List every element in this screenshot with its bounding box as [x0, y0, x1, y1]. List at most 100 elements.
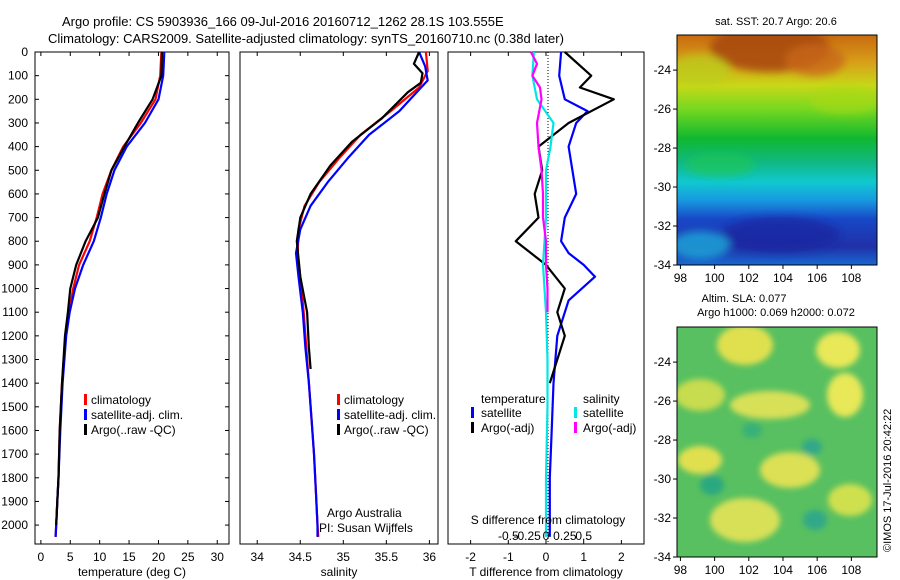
legend-label-sal-satellite: satellite	[583, 406, 624, 420]
depth-tick-label: 600	[8, 187, 28, 201]
series-line-temperature-satellite	[548, 51, 597, 537]
legend-swatch-climatology	[84, 394, 87, 405]
legend-label-satellite: satellite-adj. clim.	[91, 408, 183, 422]
legend-label-climatology: climatology	[344, 393, 404, 407]
map-y-tick-label: -30	[654, 180, 672, 194]
x-tick-label: 34	[251, 550, 265, 564]
legend-label-argo: Argo(..raw -QC)	[91, 423, 176, 437]
top-tick-label: 0.25	[553, 529, 577, 543]
series-line-salinity-satellite	[531, 51, 555, 537]
depth-tick-label: 800	[8, 234, 28, 248]
sst-field	[677, 35, 877, 265]
map-x-tick-label: 104	[773, 563, 793, 577]
map-x-tick-label: 106	[807, 271, 827, 285]
depth-tick-label: 2000	[1, 518, 28, 532]
top-tick-label: 0	[543, 529, 550, 543]
depth-tick-label: 700	[8, 211, 28, 225]
map-y-tick-label: -34	[654, 258, 672, 272]
depth-tick-label: 400	[8, 140, 28, 154]
salinity-lines	[294, 51, 429, 537]
x-tick-label: 25	[181, 550, 195, 564]
legend-swatch-temp-satellite	[471, 407, 474, 418]
salinity-x-axis: 34 34.5 35 35.5 36	[251, 52, 437, 564]
x-tick-label: 0	[38, 550, 45, 564]
top-tick-label: -0.25	[513, 529, 541, 543]
legend-label-satellite: satellite-adj. clim.	[344, 408, 436, 422]
depth-tick-label: 300	[8, 116, 28, 130]
header-line2: Climatology: CARS2009. Satellite-adjuste…	[48, 31, 564, 46]
x-tick-label: 36	[423, 550, 437, 564]
x-tick-label: 1	[580, 550, 587, 564]
sla-map-axes: 98 100 102 104 106 108 -24 -26 -28 -30 -32 -34	[654, 355, 862, 577]
temperature-legend: climatology satellite-adj. clim. Argo(..…	[84, 393, 183, 437]
x-tick-label: 20	[152, 550, 166, 564]
difference-xlabel: T difference from climatology	[469, 565, 623, 579]
map-y-tick-label: -24	[654, 63, 672, 77]
depth-tick-label: 200	[8, 92, 28, 106]
depth-tick-label: 0	[21, 45, 28, 59]
map-y-tick-label: -34	[654, 550, 672, 564]
sla-map: Altim. SLA: 0.077 Argo h1000: 0.069 h200…	[654, 293, 878, 577]
depth-tick-label: 1600	[1, 423, 28, 437]
map-y-tick-label: -26	[654, 102, 672, 116]
difference-top-label: S difference from climatology	[471, 513, 626, 527]
sla-field	[677, 327, 877, 557]
x-tick-label: 5	[67, 550, 74, 564]
sst-map-frame	[676, 34, 878, 266]
salinity-legend: climatology satellite-adj. clim. Argo(..…	[337, 393, 436, 437]
difference-x-axis: -2 -1 0 1 2	[465, 52, 625, 564]
legend-label-argo: Argo(..raw -QC)	[344, 423, 429, 437]
top-tick-label: -0.5	[498, 529, 519, 543]
top-tick-label: 0.5	[575, 529, 592, 543]
map-y-tick-label: -32	[654, 219, 672, 233]
x-tick-label: 2	[618, 550, 625, 564]
legend-title-salinity: salinity	[583, 392, 620, 406]
map-x-tick-label: 108	[841, 271, 861, 285]
map-x-tick-label: 102	[739, 563, 759, 577]
depth-tick-label: 1000	[1, 282, 28, 296]
x-tick-label: 30	[211, 550, 225, 564]
difference-lines	[514, 51, 615, 537]
salinity-panel: 34 34.5 35 35.5 36 salinity climatology sate…	[239, 51, 439, 579]
depth-tick-label: 1500	[1, 400, 28, 414]
header-line1: Argo profile: CS 5903936_166 09-Jul-2016…	[62, 14, 504, 29]
map-x-tick-label: 104	[773, 271, 793, 285]
sla-map-title: Altim. SLA: 0.077	[702, 293, 787, 305]
sst-map: sat. SST: 20.7 Argo: 20.6 98 100 102 104 106…	[654, 16, 878, 285]
credit-line1: Argo Australia	[327, 506, 402, 520]
x-tick-label: 0	[543, 550, 550, 564]
legend-swatch-argo	[337, 424, 340, 435]
legend-swatch-temp-argo	[471, 422, 474, 433]
legend-label-temp-argo: Argo(-adj)	[481, 421, 534, 435]
series-line-argo-raw-qc-	[55, 51, 164, 526]
depth-tick-label: 1100	[2, 305, 28, 319]
legend-title-temperature: temperature	[481, 392, 546, 406]
legend-label-sal-argo: Argo(-adj)	[583, 421, 636, 435]
salinity-axes-box	[239, 51, 439, 545]
depth-tick-label: 100	[8, 69, 28, 83]
legend-swatch-satellite	[84, 409, 87, 420]
legend-swatch-sal-satellite	[574, 407, 577, 418]
map-y-tick-label: -32	[654, 511, 672, 525]
x-tick-label: 35	[337, 550, 351, 564]
depth-tick-label: 1800	[1, 471, 28, 485]
temperature-panel: 0100200300400500600700800900100011001200…	[1, 45, 644, 579]
legend-swatch-argo	[84, 424, 87, 435]
x-tick-label: 15	[122, 550, 136, 564]
depth-tick-label: 500	[8, 163, 28, 177]
legend-swatch-climatology	[337, 394, 340, 405]
depth-tick-label: 1200	[1, 329, 28, 343]
temperature-xlabel: temperature (deg C)	[78, 565, 186, 579]
series-line-satellite-adj-clim-	[294, 51, 429, 537]
series-line-argo-raw-qc-	[295, 51, 424, 370]
map-y-tick-label: -24	[654, 355, 672, 369]
legend-swatch-satellite	[337, 409, 340, 420]
x-tick-label: 10	[93, 550, 107, 564]
depth-tick-label: 1300	[1, 353, 28, 367]
salinity-xlabel: salinity	[321, 565, 358, 579]
temperature-axes-box	[34, 51, 230, 545]
depth-tick-label: 1900	[1, 494, 28, 508]
salinity-difference-ticks: -0.5-0.25 0 0.250.5	[498, 529, 592, 543]
map-y-tick-label: -26	[654, 394, 672, 408]
